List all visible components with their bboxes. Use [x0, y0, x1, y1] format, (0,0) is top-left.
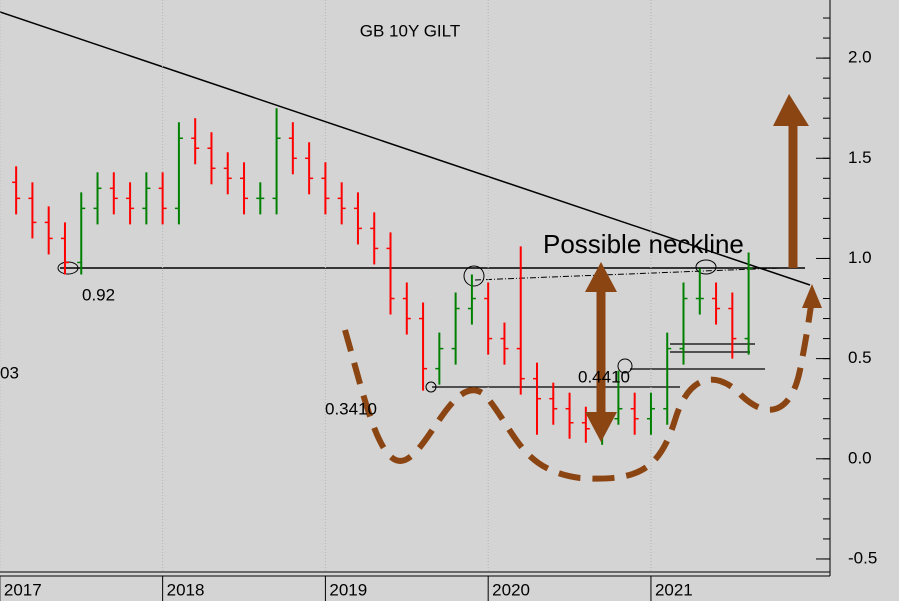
y-tick-label: 0.0 — [848, 448, 872, 467]
annotation: 0.4410 — [578, 367, 630, 386]
circle-marker — [695, 259, 717, 275]
x-tick-label: 2019 — [329, 580, 367, 599]
pattern-curve — [342, 299, 815, 482]
brown-drawing — [342, 94, 822, 482]
x-tick-label: 2018 — [167, 580, 205, 599]
arrow-head — [585, 262, 617, 292]
y-tick-label: 1.5 — [848, 148, 872, 167]
arrow-head — [585, 412, 617, 442]
circle-marker — [617, 358, 633, 374]
annotation: 03 — [0, 363, 19, 382]
annotation: Possible neckline — [543, 229, 744, 259]
annotation: 0.3410 — [325, 399, 377, 418]
circle-marker — [425, 381, 437, 393]
y-tick-label: -0.5 — [848, 548, 877, 567]
y-tick-label: 0.5 — [848, 348, 872, 367]
trend-line — [0, 11, 811, 286]
annotation: 0.92 — [82, 285, 115, 304]
arrow-head — [773, 94, 809, 126]
x-tick-label: 2017 — [4, 580, 42, 599]
chart-title: GB 10Y GILT — [360, 21, 460, 40]
plot — [0, 0, 753, 572]
y-tick-label: 2.0 — [848, 48, 872, 67]
y-tick-label: 1.0 — [848, 248, 872, 267]
circle-marker — [463, 265, 485, 287]
x-tick-label: 2020 — [492, 580, 530, 599]
dash-line — [474, 267, 781, 281]
arrow-head — [802, 284, 822, 308]
x-tick-label: 2021 — [655, 580, 693, 599]
annotations — [0, 11, 811, 393]
